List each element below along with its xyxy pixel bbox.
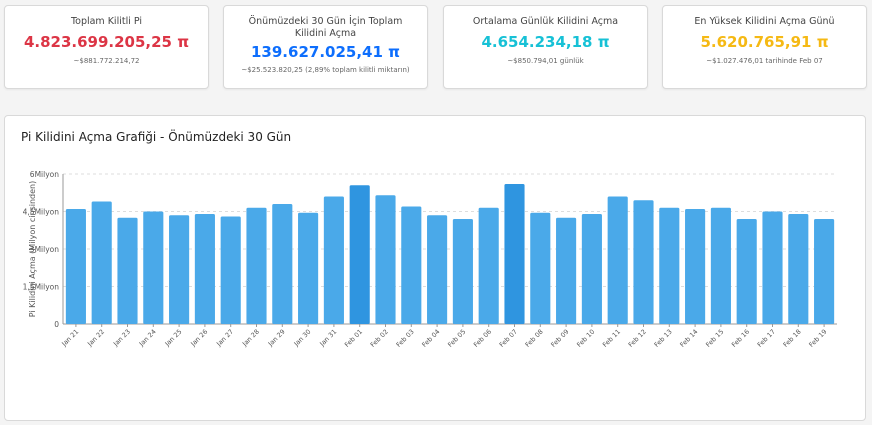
x-tick-label: Jan 30	[292, 328, 313, 349]
x-tick-label: Feb 03	[395, 328, 416, 349]
x-tick-label: Feb 17	[756, 328, 777, 349]
bar[interactable]	[401, 206, 422, 325]
bar[interactable]	[685, 209, 706, 324]
bar[interactable]	[530, 212, 551, 324]
x-tick-label: Feb 08	[524, 328, 545, 349]
card-value: 139.627.025,41 π	[251, 43, 400, 61]
bar[interactable]	[814, 219, 835, 324]
bar[interactable]	[298, 212, 319, 324]
bar[interactable]	[556, 217, 577, 324]
bar[interactable]	[659, 207, 680, 324]
bar[interactable]	[91, 201, 112, 325]
x-tick-label: Feb 15	[704, 328, 725, 349]
x-tick-label: Jan 21	[60, 328, 81, 349]
x-tick-label: Jan 31	[318, 328, 339, 349]
x-tick-label: Jan 23	[111, 328, 132, 349]
bar[interactable]	[710, 207, 731, 324]
x-tick-label: Feb 09	[549, 328, 570, 349]
x-tick-label: Feb 07	[498, 328, 519, 349]
bar[interactable]	[272, 204, 293, 324]
x-tick-label: Jan 28	[240, 328, 261, 349]
unlock-bar-chart: 0 1,5Milyon 3Milyon 4,5Milyon 6Milyon Jan 21…	[23, 170, 837, 349]
chart-panel: Pi Kilidini Açma Grafiği - Önümüzdeki 30…	[4, 115, 866, 421]
card-peak-unlock-day: En Yüksek Kilidini Açma Günü 5.620.765,9…	[662, 5, 867, 89]
card-subvalue: ~$1.027.476,01 tarihinde Feb 07	[706, 57, 823, 65]
card-label: Ortalama Günlük Kilidini Açma	[472, 16, 619, 27]
y-tick-label: 0	[54, 320, 59, 329]
card-average-daily-unlock: Ortalama Günlük Kilidini Açma 4.654.234,…	[443, 5, 648, 89]
bar[interactable]	[169, 215, 190, 324]
bar[interactable]	[65, 209, 86, 324]
bar[interactable]	[607, 196, 628, 325]
card-total-locked: Toplam Kilitli Pi 4.823.699.205,25 π ~$8…	[4, 5, 209, 89]
card-30-day-unlock: Önümüzdeki 30 Gün İçin Toplam Kilidini A…	[223, 5, 428, 89]
bar[interactable]	[736, 219, 757, 324]
x-tick-label: Jan 22	[85, 328, 106, 349]
card-label: Toplam Kilitli Pi	[70, 16, 143, 27]
bar[interactable]	[427, 215, 448, 324]
x-tick-label: Jan 29	[266, 328, 287, 349]
bar[interactable]	[375, 195, 396, 324]
bar[interactable]	[478, 207, 499, 324]
x-tick-label: Feb 04	[420, 328, 441, 349]
bar[interactable]	[194, 214, 215, 324]
x-tick-label: Feb 18	[782, 328, 803, 349]
bar[interactable]	[452, 219, 473, 324]
chart-title: Pi Kilidini Açma Grafiği - Önümüzdeki 30…	[21, 130, 292, 144]
y-tick-label: 3Milyon	[30, 245, 59, 254]
x-tick-label: Jan 26	[189, 328, 210, 349]
x-tick-label: Feb 05	[446, 328, 467, 349]
y-axis-label: Pi Kilidini Açma (Milyon cinsinden)	[28, 181, 37, 318]
card-label: Önümüzdeki 30 Gün İçin Toplam Kilidini A…	[248, 16, 403, 39]
bar[interactable]	[504, 184, 525, 324]
card-value: 4.823.699.205,25 π	[23, 33, 190, 51]
bar[interactable]	[220, 216, 241, 325]
bar[interactable]	[143, 211, 164, 325]
x-tick-label: Feb 12	[627, 328, 648, 349]
bar[interactable]	[349, 185, 370, 324]
x-tick-label: Feb 13	[653, 328, 674, 349]
x-tick-label: Feb 16	[730, 328, 751, 349]
card-subvalue: ~$881.772.214,72	[73, 57, 140, 65]
bar[interactable]	[323, 196, 344, 325]
bar[interactable]	[246, 207, 267, 324]
x-tick-label: Feb 01	[343, 328, 364, 349]
x-tick-label: Feb 06	[472, 328, 493, 349]
x-tick-label: Feb 02	[369, 328, 390, 349]
y-tick-label: 6Milyon	[30, 170, 59, 179]
card-subvalue: ~$25.523.820,25 (2,89% toplam kilitli mi…	[241, 66, 410, 74]
bar[interactable]	[581, 214, 602, 324]
bar[interactable]	[788, 214, 809, 324]
x-tick-label: Feb 19	[807, 328, 828, 349]
card-label: En Yüksek Kilidini Açma Günü	[694, 16, 835, 27]
card-value: 5.620.765,91 π	[700, 33, 829, 51]
x-tick-label: Feb 14	[678, 328, 699, 349]
card-subvalue: ~$850.794,01 günlük	[507, 57, 584, 65]
card-value: 4.654.234,18 π	[481, 33, 610, 51]
y-tick-label: 4,5Milyon	[23, 208, 60, 217]
x-tick-label: Feb 10	[575, 328, 596, 349]
bar[interactable]	[117, 217, 138, 324]
x-tick-label: Jan 24	[137, 328, 158, 349]
bar[interactable]	[633, 200, 654, 324]
x-tick-label: Jan 25	[163, 328, 184, 349]
bar[interactable]	[762, 211, 783, 325]
y-tick-label: 1,5Milyon	[23, 283, 60, 292]
x-tick-label: Jan 27	[214, 328, 235, 349]
x-tick-label: Feb 11	[601, 328, 622, 349]
